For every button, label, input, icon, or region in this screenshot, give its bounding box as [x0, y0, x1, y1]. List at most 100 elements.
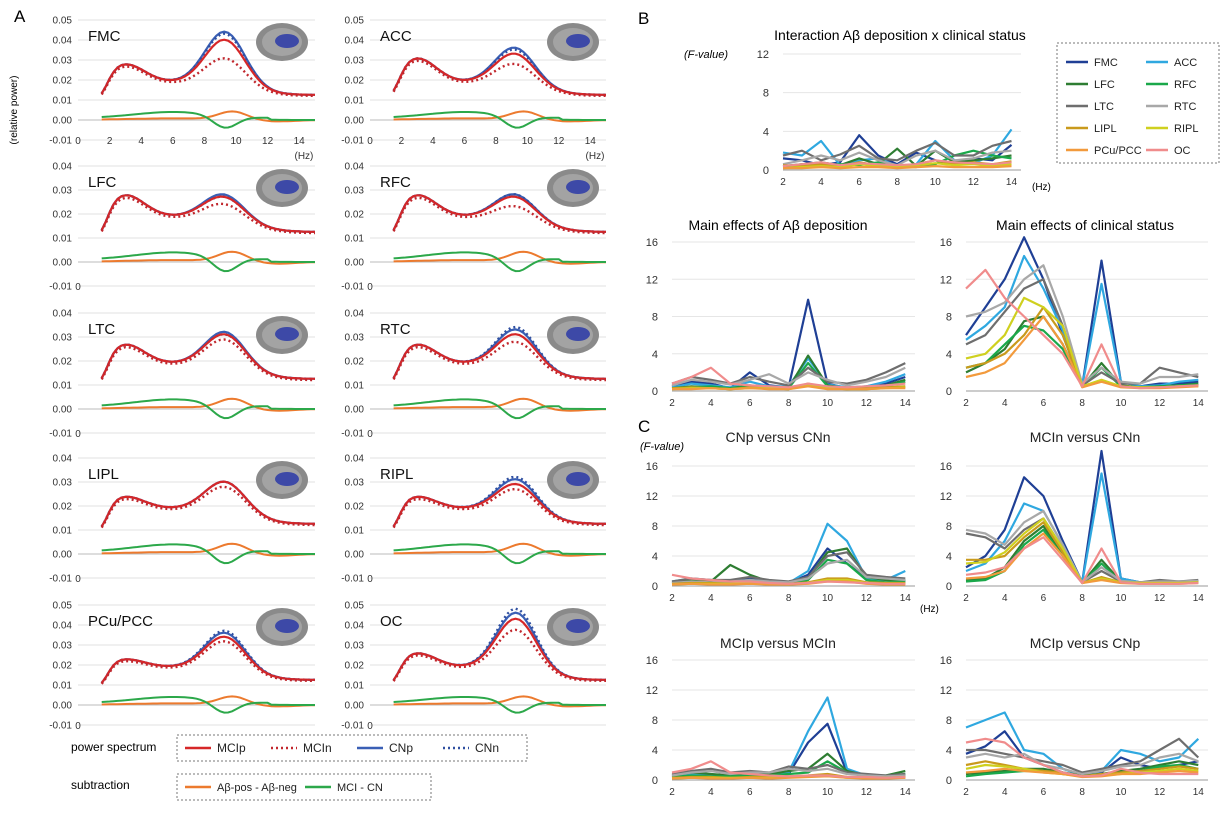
y-tick-label: 0.02 [345, 210, 365, 221]
panel-b-x-unit: (Hz) [1032, 182, 1051, 193]
series-line-pcu-pcc [672, 385, 906, 391]
x-tick-label: 4 [430, 136, 436, 147]
y-tick-label: 0.01 [53, 381, 73, 392]
region-plot-oc: -0.01 0.00 0.01 0.02 0.03 0.04 0.05 0 OC [341, 601, 607, 732]
legend-label-fmc: FMC [1094, 57, 1118, 69]
series-line-abeta-subtraction [393, 695, 607, 708]
x-tick-label: 10 [822, 593, 834, 604]
y-tick-label: 0.01 [53, 234, 73, 245]
series-line-abeta-subtraction [393, 110, 607, 123]
x-tick-label: 0 [75, 429, 81, 440]
subtraction-legend-title: subtraction [71, 778, 130, 792]
series-line-ltc [965, 278, 1199, 387]
legend-label-ripl: RIPL [1174, 123, 1198, 135]
series-line-oc [782, 159, 1012, 168]
panel-letter-c: C [638, 417, 650, 436]
region-plot-rtc: -0.01 0.00 0.01 0.02 0.03 0.04 0 RTC [341, 309, 607, 440]
legend-label-mcip: MCIp [217, 741, 246, 755]
legend-label-ltc: LTC [1094, 101, 1114, 113]
brain-roi-highlight [566, 34, 590, 48]
panel-letter-b: B [638, 9, 649, 28]
brain-roi-highlight [566, 619, 590, 633]
y-tick-label: 0.01 [345, 234, 365, 245]
x-tick-label: 4 [138, 136, 144, 147]
x-tick-label: 12 [861, 787, 873, 798]
region-label: RFC [380, 174, 411, 191]
series-line-mcin [392, 196, 606, 235]
legend-label-mci-cn: MCI - CN [337, 782, 383, 794]
y-tick-label: 0.03 [53, 641, 73, 652]
series-line-mcip [392, 482, 607, 528]
series-line-acc [965, 254, 1199, 388]
y-tick-label: 0.02 [345, 661, 365, 672]
legend-label-cnp: CNp [389, 741, 413, 755]
brain-roi-highlight [275, 619, 299, 633]
series-line-mcip [392, 333, 607, 380]
series-line-rtc [671, 366, 906, 387]
series-line-abeta-subtraction [101, 397, 316, 412]
y-tick-label: 0.00 [345, 258, 365, 269]
chart-title-mcip-versus-mcin: MCIp versus MCIn [720, 635, 836, 651]
y-tick-label: 8 [652, 521, 658, 533]
legend-label-pcu-pcc: PCu/PCC [1094, 145, 1142, 157]
series-line-acc [965, 472, 1199, 584]
region-plot-pcu-pcc: -0.01 0.00 0.01 0.02 0.03 0.04 0.05 0 PCu/PCC [49, 601, 316, 732]
x-tick-label: 2 [669, 593, 675, 604]
y-tick-label: 8 [652, 715, 658, 727]
fvalue-chart-cnp-versus-cnn: 0 4 8 12 16 2 4 6 8 10 12 14 [646, 461, 915, 604]
y-tick-label: 0.01 [345, 526, 365, 537]
y-tick-label: 0.05 [345, 601, 365, 612]
series-line-mci-cn-subtraction [101, 543, 315, 565]
x-tick-label: 6 [747, 593, 753, 604]
brain-roi-highlight [275, 180, 299, 194]
series-line-ltc [966, 737, 1200, 774]
series-line-fmc [965, 449, 1199, 584]
series-line-rtc [671, 767, 906, 778]
x-tick-label: 2 [780, 177, 786, 188]
region-plot-lfc: -0.01 0.00 0.01 0.02 0.03 0.04 0 LFC [49, 162, 316, 293]
y-tick-label: 12 [940, 491, 952, 503]
x-tick-label: 14 [900, 398, 912, 409]
y-tick-label: 0.03 [53, 333, 73, 344]
series-line-abeta-subtraction [101, 250, 316, 265]
y-tick-label: -0.01 [341, 721, 364, 732]
panel-a-plots: -0.01 0.00 0.01 0.02 0.03 0.04 0.05 0 2 4 6 8 10 12 14… [49, 16, 607, 732]
series-line-oc [671, 366, 906, 389]
series-line-pcu-pcc [783, 165, 1012, 170]
y-tick-label: 0.03 [345, 641, 365, 652]
series-line-mcin [392, 59, 606, 97]
brain-roi-highlight [275, 472, 299, 486]
x-tick-label: 6 [856, 177, 862, 188]
y-tick-label: 0.02 [53, 661, 73, 672]
region-label: FMC [88, 28, 121, 45]
series-line-ltc [782, 139, 1012, 162]
x-tick-label: 6 [1041, 593, 1047, 604]
y-tick-label: 0.04 [53, 621, 73, 632]
series-line-mcip [100, 480, 316, 528]
brain-roi-highlight [275, 327, 299, 341]
y-tick-label: 0.01 [345, 381, 365, 392]
subtraction-legend-box [176, 773, 432, 801]
x-tick-label: 0 [75, 282, 81, 293]
series-line-mci-cn-subtraction [393, 696, 606, 714]
x-tick-label: 12 [1154, 398, 1166, 409]
x-tick-label: 2 [669, 398, 675, 409]
y-tick-label: 0.02 [53, 210, 73, 221]
series-line-abeta-subtraction [393, 542, 607, 557]
series-line-fmc [671, 298, 906, 390]
fvalue-chart-main-effects-of-a-deposition: 0 4 8 12 16 2 4 6 8 10 12 14 [646, 237, 915, 409]
x-tick-label: 2 [107, 136, 113, 147]
y-tick-label: 12 [940, 685, 952, 697]
x-tick-label: 4 [708, 787, 714, 798]
panel-c-fvalue-label: (F-value) [640, 441, 684, 453]
y-tick-label: 0.00 [53, 116, 73, 127]
y-tick-label: 0.00 [53, 258, 73, 269]
y-tick-label: 0.02 [345, 357, 365, 368]
x-tick-label: 12 [968, 177, 980, 188]
y-tick-label: 0.04 [53, 454, 73, 465]
y-tick-label: 16 [940, 461, 952, 473]
x-unit-label: (Hz) [294, 151, 313, 162]
y-tick-label: 0 [946, 775, 952, 787]
series-line-mcip [392, 617, 606, 681]
x-tick-label: 0 [367, 136, 373, 147]
